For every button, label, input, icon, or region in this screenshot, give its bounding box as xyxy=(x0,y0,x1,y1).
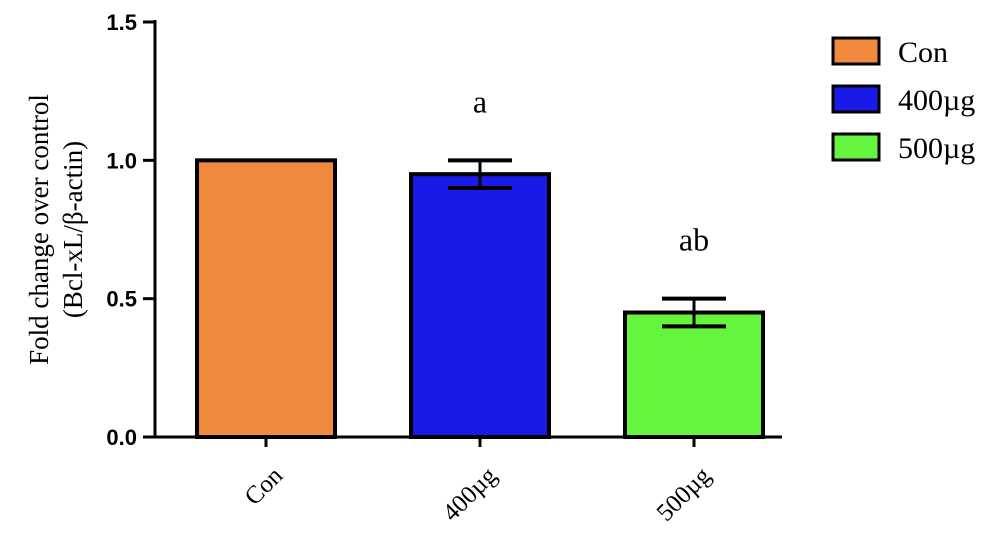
legend-swatch xyxy=(831,132,881,162)
y-axis-title-line: Fold change over control xyxy=(24,94,54,365)
legend-label: 400µg xyxy=(898,84,975,117)
y-tick-label: 1.0 xyxy=(106,148,137,173)
error-bars xyxy=(448,158,726,329)
y-tick-label: 0.0 xyxy=(106,425,137,450)
x-tick-label: 500µg xyxy=(652,462,717,527)
y-tick-label: 1.5 xyxy=(106,10,137,35)
category-labels: Con 400µg 500µg xyxy=(240,462,717,527)
y-axis: 0.0 0.5 1.0 1.5 xyxy=(106,10,157,450)
significance-label: ab xyxy=(679,222,709,258)
bar xyxy=(195,158,337,439)
bar xyxy=(409,172,551,440)
legend-label: Con xyxy=(898,36,948,69)
y-axis-title: Fold change over control (Bcl-xL/β-actin) xyxy=(24,94,88,365)
bars xyxy=(195,158,765,440)
x-tick-label: Con xyxy=(240,462,289,511)
annotations: a ab xyxy=(473,83,709,257)
x-tick-label: 400µg xyxy=(438,462,503,527)
legend: Con 400µg 500µg xyxy=(831,36,975,165)
y-axis-title-line: (Bcl-xL/β-actin) xyxy=(58,141,88,318)
legend-swatch xyxy=(831,36,881,66)
legend-label: 500µg xyxy=(898,132,975,165)
legend-swatch xyxy=(831,84,881,114)
bar xyxy=(623,310,765,439)
significance-label: a xyxy=(473,83,487,119)
y-tick-label: 0.5 xyxy=(106,287,137,312)
